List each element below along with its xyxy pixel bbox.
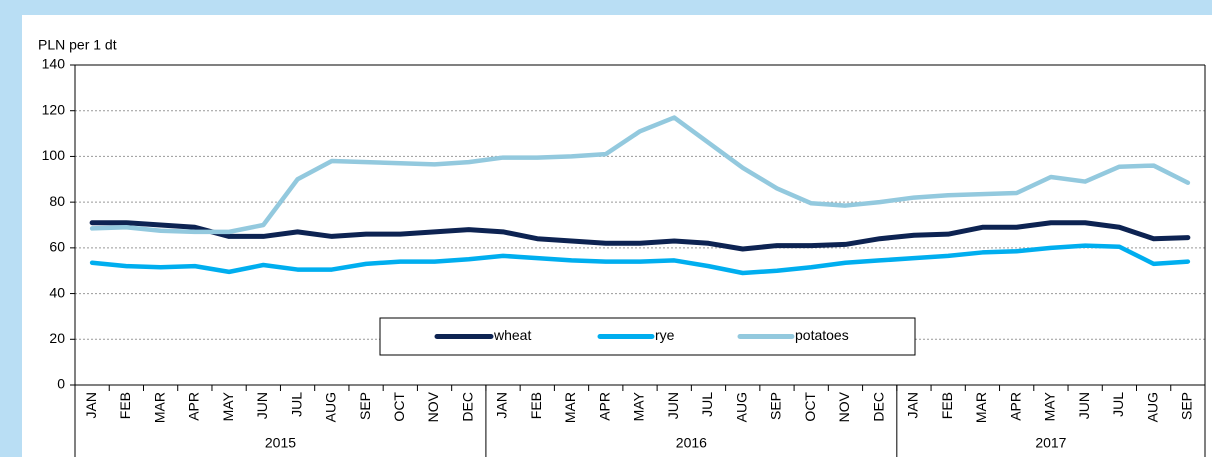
x-tick-label: OCT: [391, 392, 407, 422]
x-tick-label: JUL: [1110, 392, 1126, 417]
x-tick-label: SEP: [1179, 392, 1195, 420]
x-tick-label: MAR: [562, 392, 578, 423]
x-tick-label: JUN: [254, 392, 270, 419]
year-label: 2017: [1035, 435, 1066, 451]
x-tick-label: JAN: [905, 392, 921, 418]
x-tick-label: AUG: [323, 392, 339, 422]
x-tick-label: JUN: [665, 392, 681, 419]
y-tick-label: 0: [57, 376, 65, 392]
x-tick-label: FEB: [117, 392, 133, 419]
x-tick-label: AUG: [733, 392, 749, 422]
x-tick-label: APR: [596, 392, 612, 421]
x-tick-label: FEB: [528, 392, 544, 419]
y-tick-label: 140: [42, 56, 66, 72]
series-line: [89, 220, 1191, 252]
x-tick-label: JUL: [699, 392, 715, 417]
x-tick-label: FEB: [939, 392, 955, 419]
x-tick-label: JAN: [83, 392, 99, 418]
x-tick-label: NOV: [425, 391, 441, 422]
x-tick-label: APR: [1007, 392, 1023, 421]
y-tick-label: 100: [42, 147, 66, 163]
year-label: 2015: [265, 435, 296, 451]
y-tick-label: 80: [49, 193, 65, 209]
y-tick-label: 120: [42, 101, 66, 117]
x-tick-label: DEC: [870, 392, 886, 422]
x-tick-label: SEP: [768, 392, 784, 420]
legend-label: wheat: [493, 327, 531, 343]
year-label: 2016: [676, 435, 707, 451]
x-tick-label: JUN: [1076, 392, 1092, 419]
x-tick-label: MAR: [151, 392, 167, 423]
x-tick-label: AUG: [1144, 392, 1160, 422]
y-tick-label: 20: [49, 330, 65, 346]
y-tick-label: 60: [49, 239, 65, 255]
x-tick-label: OCT: [802, 392, 818, 422]
x-tick-label: MAY: [631, 391, 647, 421]
x-tick-label: APR: [186, 392, 202, 421]
x-tick-label: JUL: [288, 392, 304, 417]
x-tick-label: SEP: [357, 392, 373, 420]
x-tick-label: MAR: [973, 392, 989, 423]
x-tick-label: NOV: [836, 391, 852, 422]
series-line: [89, 115, 1191, 235]
x-tick-label: JAN: [494, 392, 510, 418]
legend-label: rye: [655, 327, 675, 343]
y-tick-label: 40: [49, 284, 65, 300]
x-tick-label: MAY: [1042, 391, 1058, 421]
x-tick-label: DEC: [459, 392, 475, 422]
y-axis-title: PLN per 1 dt: [38, 37, 117, 53]
series-line: [89, 243, 1191, 276]
x-tick-label: MAY: [220, 391, 236, 421]
legend-label: potatoes: [795, 327, 849, 343]
